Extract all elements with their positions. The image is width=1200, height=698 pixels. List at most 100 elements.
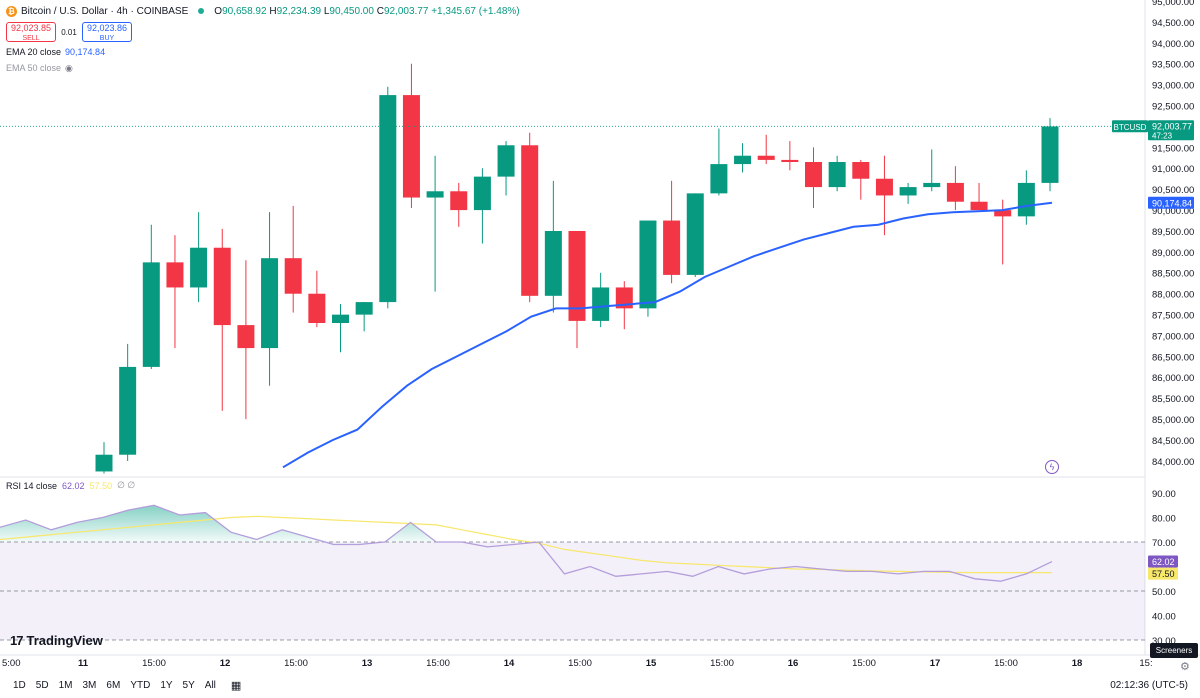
candle-body (1017, 182, 1035, 217)
candle-body (899, 187, 917, 196)
ohlc-values: O90,658.92 H92,234.39 L90,450.00 C92,003… (214, 5, 520, 17)
time-tick-label: 18 (1072, 658, 1083, 669)
price-tick-label: 94,000.00 (1152, 39, 1194, 50)
time-tick-label: 13 (362, 658, 373, 669)
rsi-ma-line (0, 515, 1052, 574)
candle-body (592, 287, 610, 321)
symbol-title[interactable]: Bitcoin / U.S. Dollar · 4h · COINBASE (21, 5, 189, 17)
candle-body (213, 247, 231, 326)
candle-body (521, 145, 539, 296)
price-tick-label: 93,500.00 (1152, 60, 1194, 71)
timeframe-all[interactable]: All (204, 679, 216, 691)
candle-body (828, 162, 846, 188)
tradingview-logo[interactable]: 17 TradingView (10, 633, 103, 648)
candle-body (568, 231, 586, 321)
price-tick-label: 93,000.00 (1152, 81, 1194, 92)
ema-50-legend[interactable]: EMA 50 close ◉ (6, 62, 73, 74)
rsi-value-tag (1148, 555, 1178, 568)
countdown-label: 47:23 (1152, 131, 1173, 140)
time-tick-label: 15:00 (994, 658, 1018, 669)
time-tick-label: 11 (78, 658, 89, 669)
rsi-tick-label: 30.00 (1152, 636, 1176, 647)
price-axis[interactable]: 95,000.00 94,500.00 94,000.00 93,500.00 93,0… (1152, 0, 1194, 468)
candle-body (284, 258, 302, 294)
time-tick-label: 15:00 (426, 658, 450, 669)
price-tick-label: 92,500.00 (1152, 102, 1194, 113)
price-tick-label: 84,000.00 (1152, 457, 1194, 468)
price-tick-label: 95,000.00 (1152, 0, 1194, 8)
rsi-line (0, 504, 1053, 582)
last-price-tag (1148, 120, 1194, 141)
timeframe-1d[interactable]: 1D (13, 679, 26, 691)
candle-body (426, 191, 444, 198)
rsi-tick-label: 70.00 (1152, 538, 1176, 549)
time-tick-label: 15:00 (284, 658, 308, 669)
timeframe-ytd[interactable]: YTD (130, 679, 151, 691)
price-tick-label: 91,500.00 (1152, 143, 1194, 154)
gear-icon[interactable]: ⚙ (1180, 661, 1190, 673)
price-tick-label: 90,500.00 (1152, 185, 1194, 196)
candle-body (308, 293, 326, 323)
time-axis[interactable]: 5:00 11 15:00 12 15:00 13 15:00 14 15:00 15 15:00 1… (2, 658, 1153, 669)
change-value: +1,345.67 (+1.48%) (431, 5, 520, 17)
ema-20-line (282, 201, 1053, 469)
candle-body (639, 220, 657, 309)
candle-body (686, 193, 704, 275)
price-tick-label: 85,500.00 (1152, 394, 1194, 405)
candle-body (852, 162, 870, 179)
eye-icon[interactable]: ◉ (65, 62, 73, 73)
time-tick-label: 12 (220, 658, 231, 669)
timeframe-5y[interactable]: 5Y (182, 679, 195, 691)
candle-body (544, 231, 562, 296)
candle-body (119, 366, 137, 455)
rsi-tick-label: 50.00 (1152, 587, 1176, 598)
candle-body (355, 302, 373, 315)
time-tick-label: 17 (930, 658, 941, 669)
price-tick-label: 87,500.00 (1152, 311, 1194, 322)
calendar-range-icon[interactable]: ▦ (230, 679, 242, 692)
screeners-button[interactable]: Screeners (1150, 643, 1198, 658)
rsi-tick-label: 40.00 (1152, 612, 1176, 623)
time-tick-label: 15:00 (710, 658, 734, 669)
bolt-icon[interactable]: ϟ (1045, 460, 1059, 474)
clock[interactable]: 02:12:36 (UTC-5) (1110, 679, 1188, 691)
timeframe-6m[interactable]: 6M (106, 679, 121, 691)
rsi-tick-label: 80.00 (1152, 514, 1176, 525)
time-tick-label: 16 (788, 658, 799, 669)
rsi-ma-label: 57.50 (1152, 569, 1175, 579)
buy-button[interactable]: 92,023.86 BUY (82, 22, 132, 42)
price-tick-label: 87,000.00 (1152, 331, 1194, 342)
price-tick-label: 86,500.00 (1152, 352, 1194, 363)
chart-legend: ₿ Bitcoin / U.S. Dollar · 4h · COINBASE … (6, 4, 520, 74)
candle-body (190, 247, 208, 288)
timeframe-1y[interactable]: 1Y (160, 679, 173, 691)
rsi-legend[interactable]: RSI 14 close 62.02 57.50 ∅ ∅ (6, 480, 136, 491)
bitcoin-icon: ₿ (6, 5, 17, 17)
rsi-ma-tag (1148, 567, 1178, 580)
timeframe-3m[interactable]: 3M (82, 679, 97, 691)
price-tick-label: 89,000.00 (1152, 248, 1194, 259)
candle-body (734, 155, 752, 165)
symbol-tag-label: BTCUSD (1114, 123, 1147, 132)
candle-body (757, 155, 775, 160)
timeframe-5d[interactable]: 5D (35, 679, 49, 691)
sell-button[interactable]: 92,023.85 SELL (6, 22, 56, 42)
candle-body (450, 191, 468, 211)
timeframe-1m[interactable]: 1M (58, 679, 73, 691)
market-open-icon (198, 8, 205, 14)
time-tick-label: 15:00 (568, 658, 592, 669)
bottom-toolbar: 1D 5D 1M 3M 6M YTD 1Y 5Y All ▦ 02:12:36 … (0, 674, 1200, 696)
price-tick-label: 85,000.00 (1152, 415, 1194, 426)
candle-body (261, 258, 279, 349)
candle-series (95, 63, 1059, 474)
candle-body (710, 164, 728, 194)
ema-20-legend[interactable]: EMA 20 close 90,174.84 (6, 47, 106, 57)
price-tick-label: 86,000.00 (1152, 373, 1194, 384)
price-tick-label: 88,000.00 (1152, 290, 1194, 301)
candle-body (95, 454, 113, 472)
time-tick-label: 15: (1139, 658, 1152, 669)
tradingview-logo-icon: 17 (10, 633, 24, 648)
price-tick-label: 91,000.00 (1152, 164, 1194, 175)
